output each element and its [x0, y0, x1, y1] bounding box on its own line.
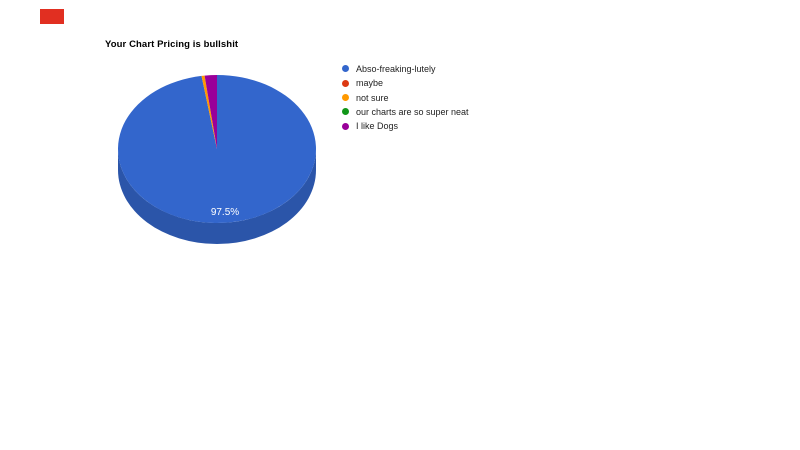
pie-slice-label: 97.5%: [211, 207, 239, 218]
legend-item-abso-freaking-lutely[interactable]: Abso-freaking-lutely: [342, 62, 469, 76]
legend-item-label: maybe: [356, 78, 384, 89]
legend-item-label: Abso-freaking-lutely: [356, 63, 436, 74]
chart-title: Your Chart Pricing is bullshit: [105, 39, 239, 50]
legend-dot-icon: [342, 65, 349, 73]
pie-chart-3d: 97.5%: [117, 75, 316, 244]
chart-legend: Abso-freaking-lutely maybe not sure our …: [342, 62, 469, 133]
pie-slice-not-sure[interactable]: [201, 75, 217, 149]
red-marker-box: [40, 9, 64, 24]
legend-dot-icon: [342, 94, 349, 102]
legend-item-label: not sure: [356, 92, 389, 103]
pie-side-3d: [118, 149, 316, 244]
legend-item-label: our charts are so super neat: [356, 106, 469, 117]
legend-item-not-sure[interactable]: not sure: [342, 90, 469, 104]
legend-item-our-charts-are-so-super-neat[interactable]: our charts are so super neat: [342, 105, 469, 119]
legend-item-maybe[interactable]: maybe: [342, 76, 469, 90]
legend-dot-icon: [342, 122, 349, 130]
legend-dot-icon: [342, 79, 349, 87]
legend-item-label: I like Dogs: [356, 121, 399, 132]
legend-item-i-like-dogs[interactable]: I like Dogs: [342, 119, 469, 133]
pie-slice-i-like-dogs[interactable]: [204, 75, 217, 149]
pie-slice-abso-freaking-lutely[interactable]: [117, 75, 316, 224]
legend-dot-icon: [342, 108, 349, 116]
